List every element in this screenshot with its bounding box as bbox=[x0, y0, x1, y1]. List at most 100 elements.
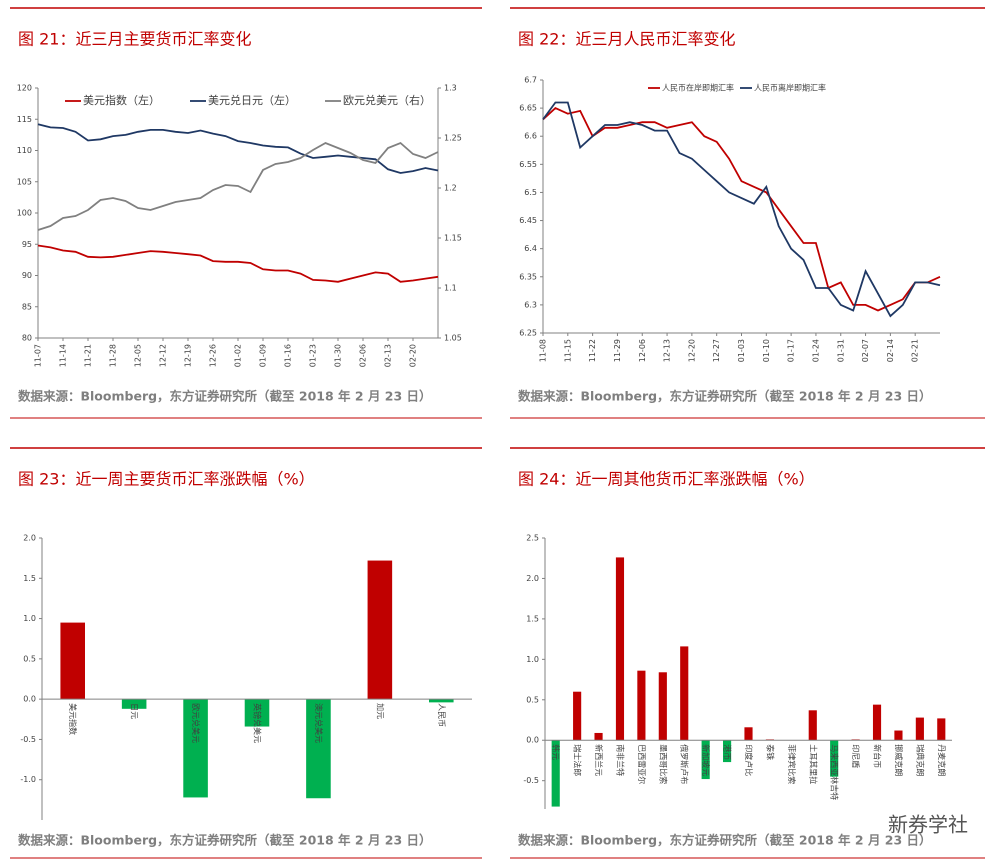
bar bbox=[615, 557, 625, 741]
x-tick-label: 11-08 bbox=[539, 339, 548, 362]
bar bbox=[830, 740, 839, 777]
x-tick-label: 01-09 bbox=[259, 344, 268, 367]
x-tick-label: 01-10 bbox=[762, 339, 771, 362]
chart-title: 图 22：近三月人民币汇率变化 bbox=[518, 30, 735, 49]
y-tick-label: 0.0 bbox=[526, 736, 539, 745]
bar bbox=[915, 717, 924, 741]
y-tick-label: 110 bbox=[17, 146, 32, 155]
y-tick-label: 0.5 bbox=[526, 695, 539, 704]
x-tick-label: 土耳其里拉 bbox=[808, 744, 818, 784]
x-tick-label: 11-07 bbox=[34, 344, 43, 367]
bar bbox=[244, 699, 270, 727]
x-tick-label: 新台币 bbox=[873, 744, 883, 768]
x-tick-label: 俄罗斯卢布 bbox=[680, 744, 690, 784]
bar bbox=[367, 560, 393, 700]
y-tick-label: 100 bbox=[17, 209, 32, 218]
x-tick-label: 印度卢比 bbox=[744, 744, 754, 776]
y-tick-label: 6.65 bbox=[519, 104, 537, 113]
y-tick-label: 80 bbox=[22, 334, 32, 343]
chart-title: 图 24：近一周其他货币汇率涨跌幅（%） bbox=[518, 470, 815, 489]
line-series bbox=[37, 141, 439, 231]
x-tick-label: 人民币 bbox=[437, 703, 446, 727]
bar bbox=[121, 699, 147, 709]
legend-label: 美元指数（左） bbox=[83, 93, 160, 107]
source-note: 数据来源：Bloomberg，东方证券研究所（截至 2018 年 2 月 23 … bbox=[17, 389, 432, 404]
legend-label: 人民币在岸即期汇率 bbox=[662, 83, 734, 93]
y-tick-label: 6.3 bbox=[524, 300, 537, 309]
bar bbox=[808, 710, 817, 741]
bar bbox=[429, 699, 454, 703]
x-tick-label: 12-26 bbox=[209, 344, 218, 367]
x-tick-label: 11-29 bbox=[613, 339, 622, 362]
x-tick-label: 02-14 bbox=[886, 339, 895, 362]
x-tick-label: 02-20 bbox=[409, 344, 418, 367]
line-series bbox=[542, 101, 941, 318]
bar bbox=[658, 672, 667, 741]
x-tick-label: 01-30 bbox=[334, 344, 343, 367]
x-tick-label: 01-23 bbox=[309, 344, 318, 367]
bar bbox=[744, 727, 753, 741]
x-tick-label: 12-27 bbox=[712, 339, 721, 362]
x-tick-label: 02-07 bbox=[861, 339, 870, 362]
x-tick-label: 12-20 bbox=[687, 339, 696, 362]
bar bbox=[894, 730, 903, 741]
x-tick-label: 英镑兑美元 bbox=[253, 703, 263, 743]
bar bbox=[594, 732, 603, 741]
y-tick-label: 105 bbox=[17, 177, 32, 186]
bar bbox=[573, 691, 582, 741]
y-tick-label: 1.0 bbox=[23, 614, 36, 623]
x-tick-label: 日元 bbox=[130, 703, 139, 719]
bar bbox=[701, 740, 710, 780]
y-tick-label: 1.25 bbox=[444, 134, 462, 143]
x-tick-label: 01-16 bbox=[284, 344, 293, 367]
y-tick-label: 1.5 bbox=[526, 614, 539, 623]
x-tick-label: 菲律宾比索 bbox=[787, 744, 797, 784]
y-tick-label: 6.4 bbox=[524, 244, 537, 253]
y-tick-label: 6.35 bbox=[519, 272, 537, 281]
y-tick-label: -1.0 bbox=[20, 775, 36, 784]
x-tick-label: 11-22 bbox=[588, 339, 597, 362]
y-tick-label: 90 bbox=[22, 271, 32, 280]
x-tick-label: 12-13 bbox=[663, 339, 672, 362]
legend-label: 欧元兑美元（右） bbox=[343, 93, 431, 107]
x-tick-label: 02-13 bbox=[384, 344, 393, 367]
legend-label: 美元兑日元（左） bbox=[208, 93, 296, 107]
x-tick-label: 02-21 bbox=[911, 339, 920, 362]
x-tick-label: 韩元 bbox=[551, 744, 561, 760]
x-tick-label: 01-24 bbox=[811, 339, 820, 362]
y-tick-label: 1.5 bbox=[23, 574, 36, 583]
x-tick-label: 11-15 bbox=[563, 339, 572, 362]
y-tick-label: 2.0 bbox=[23, 534, 36, 543]
y-tick-label: 1.05 bbox=[444, 334, 462, 343]
line-series bbox=[37, 244, 439, 283]
bar bbox=[680, 646, 689, 741]
x-tick-label: 瑞典克朗 bbox=[915, 744, 925, 776]
y-tick-label: 6.5 bbox=[524, 188, 537, 197]
x-tick-label: 港币 bbox=[723, 744, 733, 760]
x-tick-label: 01-02 bbox=[234, 344, 243, 367]
y-tick-label: 1.15 bbox=[444, 234, 462, 243]
x-tick-label: 挪威克朗 bbox=[894, 744, 904, 776]
x-tick-label: 12-06 bbox=[638, 339, 647, 362]
x-tick-label: 新西兰元 bbox=[594, 744, 604, 776]
x-tick-label: 墨西哥比索 bbox=[658, 744, 668, 784]
y-tick-label: 2.0 bbox=[526, 574, 539, 583]
line-series bbox=[37, 123, 439, 174]
x-tick-label: 美元指数 bbox=[68, 703, 78, 735]
x-tick-label: 印尼盾 bbox=[851, 744, 861, 768]
y-tick-label: 6.25 bbox=[519, 329, 537, 338]
x-tick-label: 马来西亚林吉特 bbox=[830, 744, 840, 800]
x-tick-label: 12-19 bbox=[184, 344, 193, 367]
legend-label: 人民币离岸即期汇率 bbox=[754, 83, 826, 93]
source-note: 数据来源：Bloomberg，东方证券研究所（截至 2018 年 2 月 23 … bbox=[17, 833, 432, 848]
bar bbox=[872, 704, 882, 741]
bar bbox=[60, 622, 85, 700]
bar bbox=[551, 740, 560, 807]
y-tick-label: -0.5 bbox=[523, 776, 539, 785]
y-tick-label: 0.5 bbox=[23, 654, 36, 663]
x-tick-label: 瑞士法郎 bbox=[573, 744, 583, 776]
y-tick-label: 1.3 bbox=[444, 84, 457, 93]
source-note: 数据来源：Bloomberg，东方证券研究所（截至 2018 年 2 月 23 … bbox=[517, 389, 932, 404]
bar bbox=[723, 740, 732, 763]
